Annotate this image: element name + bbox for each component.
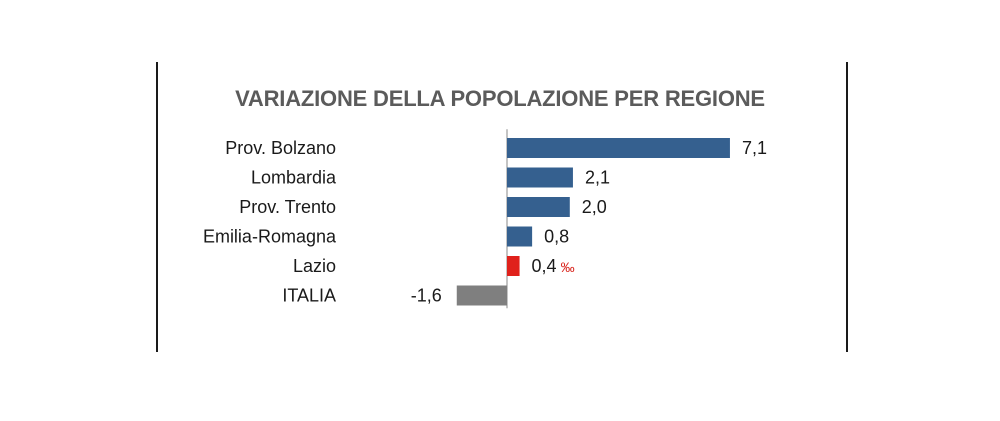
- bar: [507, 256, 520, 276]
- category-label: Emilia-Romagna: [203, 227, 337, 247]
- value-label: 2,0: [582, 197, 607, 217]
- unit-label: ‰: [561, 259, 575, 275]
- category-label: Lazio: [293, 256, 336, 276]
- category-label: Prov. Trento: [239, 197, 336, 217]
- chart-title: VARIAZIONE DELLA POPOLAZIONE PER REGIONE: [235, 86, 765, 111]
- bar: [507, 226, 533, 247]
- category-label: ITALIA: [282, 286, 336, 306]
- right-frame-rule: [846, 62, 848, 352]
- bar: [456, 285, 507, 306]
- category-label: Prov. Bolzano: [225, 138, 336, 158]
- value-label: 0,8: [544, 227, 569, 247]
- value-label: 7,1: [742, 138, 767, 158]
- bar: [507, 167, 573, 188]
- value-label: 2,1: [585, 168, 610, 188]
- bar: [507, 197, 570, 217]
- value-label: 0,4: [532, 256, 557, 276]
- bar: [507, 138, 730, 158]
- category-label: Lombardia: [251, 168, 337, 188]
- left-frame-rule: [156, 62, 158, 352]
- value-label: -1,6: [411, 286, 442, 306]
